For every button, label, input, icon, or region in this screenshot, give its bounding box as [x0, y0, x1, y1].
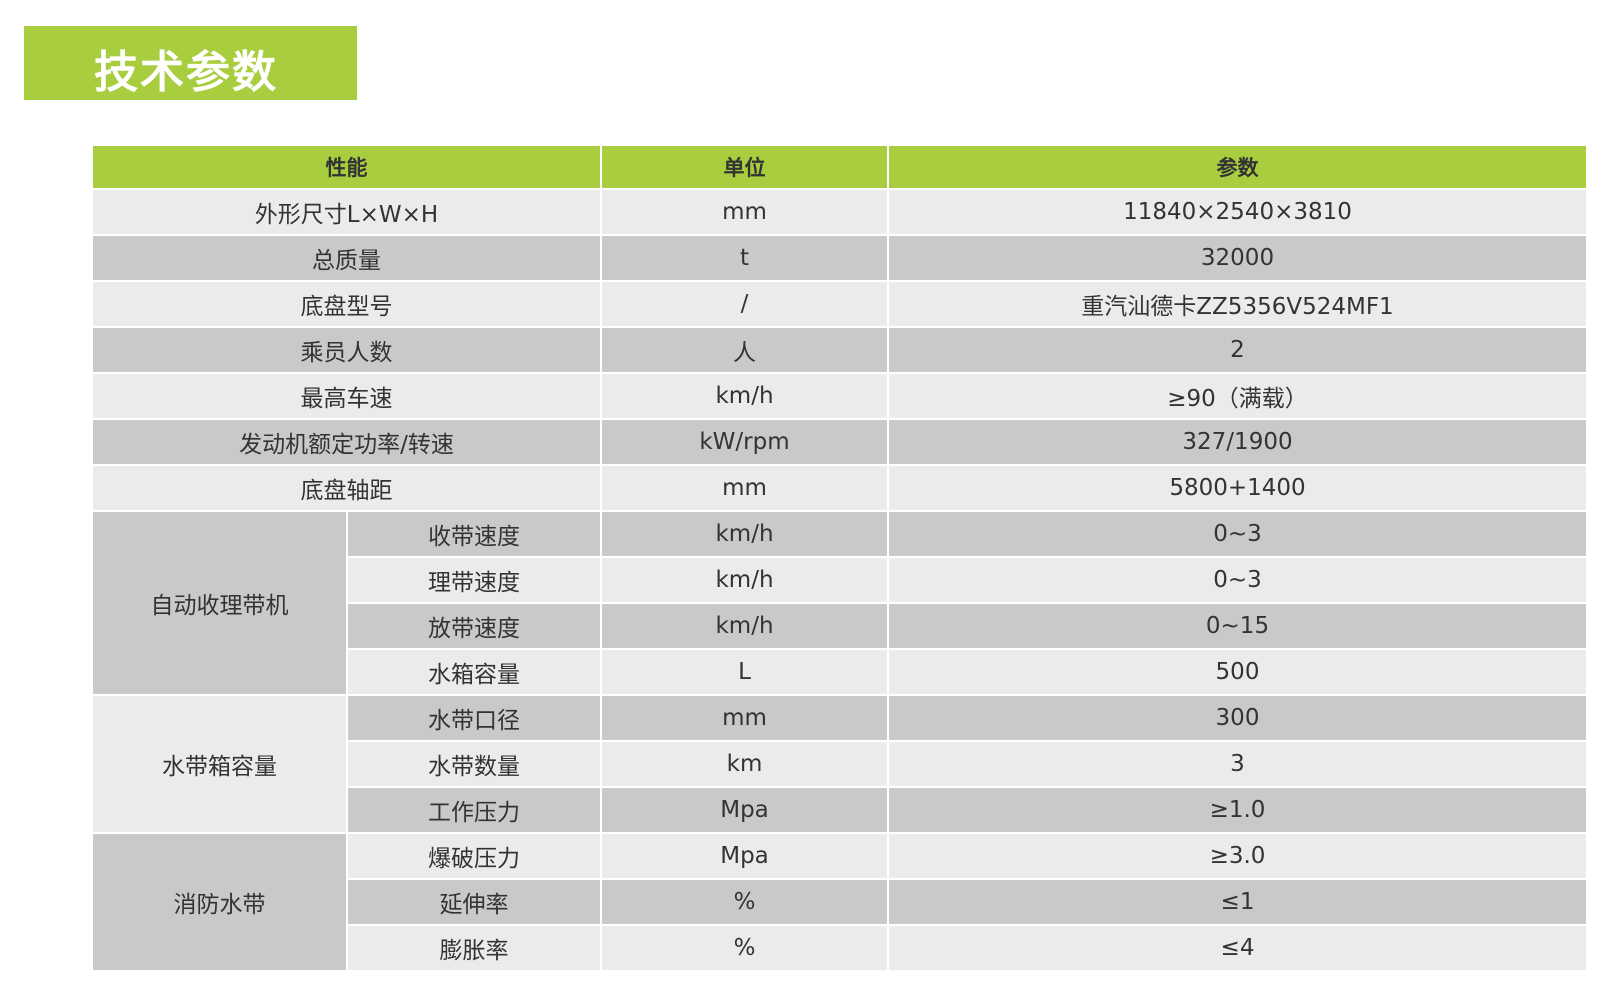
row-unit: t: [602, 236, 887, 280]
row-unit: Mpa: [602, 788, 887, 832]
table-row: 最高车速 km/h ≥90（满载）: [93, 374, 1586, 418]
table-row: 发动机额定功率/转速 kW/rpm 327/1900: [93, 420, 1586, 464]
row-name: 乘员人数: [93, 328, 600, 372]
table-row: 底盘型号 / 重汽汕德卡ZZ5356V524MF1: [93, 282, 1586, 326]
row-value: ≤4: [889, 926, 1586, 970]
row-name: 水箱容量: [348, 650, 600, 694]
row-name: 外形尺寸L×W×H: [93, 190, 600, 234]
table-row: 底盘轴距 mm 5800+1400: [93, 466, 1586, 510]
table-header: 性能 单位 参数: [93, 146, 1586, 188]
row-name: 膨胀率: [348, 926, 600, 970]
row-unit: mm: [602, 696, 887, 740]
row-value: 11840×2540×3810: [889, 190, 1586, 234]
row-unit: %: [602, 880, 887, 924]
row-unit: 人: [602, 328, 887, 372]
row-value: 300: [889, 696, 1586, 740]
row-unit: km/h: [602, 374, 887, 418]
group-name: 自动收理带机: [93, 512, 346, 694]
row-unit: km: [602, 742, 887, 786]
row-unit: L: [602, 650, 887, 694]
table-row: 乘员人数人 2: [93, 328, 1586, 372]
row-name: 工作压力: [348, 788, 600, 832]
row-name: 底盘轴距: [93, 466, 600, 510]
row-name: 发动机额定功率/转速: [93, 420, 600, 464]
row-unit: %: [602, 926, 887, 970]
row-value: ≥1.0: [889, 788, 1586, 832]
table-row: 外形尺寸L×W×H mm 11840×2540×3810: [93, 190, 1586, 234]
row-value: ≥3.0: [889, 834, 1586, 878]
table-row: 自动收理带机 收带速度 km/h 0~3: [93, 512, 1586, 694]
row-name: 理带速度: [348, 558, 600, 602]
row-value: 0~15: [889, 604, 1586, 648]
row-name: 水带口径: [348, 696, 600, 740]
row-value: 0~3: [889, 558, 1586, 602]
row-unit: /: [602, 282, 887, 326]
table-row: 放带速度 km/h 0~15: [93, 604, 1586, 648]
row-value: 32000: [889, 236, 1586, 280]
row-value: 500: [889, 650, 1586, 694]
table-row: 水带数量 km 3: [93, 742, 1586, 786]
row-value: 0~3: [889, 512, 1586, 556]
row-value: ≥90（满载）: [889, 374, 1586, 418]
group-name: 消防水带: [93, 834, 346, 970]
row-name: 水带数量: [348, 742, 600, 786]
row-unit: kW/rpm: [602, 420, 887, 464]
row-name: 总质量: [93, 236, 600, 280]
table-row: 工作压力 Mpa ≥1.0: [93, 788, 1586, 832]
spec-table: 性能 单位 参数 外形尺寸L×W×H mm 11840×2540×3810 总质量 t 3…: [91, 144, 1588, 972]
table-row: 水带箱容量 水带口径 mm 300: [93, 696, 1586, 832]
row-name: 爆破压力: [348, 834, 600, 878]
row-name: 最高车速: [93, 374, 600, 418]
group-name: 水带箱容量: [93, 696, 346, 832]
row-value: ≤1: [889, 880, 1586, 924]
row-unit: km/h: [602, 604, 887, 648]
row-unit: mm: [602, 466, 887, 510]
table-row: 水箱容量 L 500: [93, 650, 1586, 694]
row-value: 2: [889, 328, 1586, 372]
row-name: 延伸率: [348, 880, 600, 924]
row-value: 3: [889, 742, 1586, 786]
row-name: 收带速度: [348, 512, 600, 556]
row-unit: Mpa: [602, 834, 887, 878]
header-param: 参数: [889, 146, 1586, 188]
row-unit: mm: [602, 190, 887, 234]
table-row: 延伸率% ≤1: [93, 880, 1586, 924]
header-performance: 性能: [93, 146, 600, 188]
table-row: 总质量 t 32000: [93, 236, 1586, 280]
row-unit: km/h: [602, 512, 887, 556]
table-row: 膨胀率% ≤4: [93, 926, 1586, 970]
header-unit: 单位: [602, 146, 887, 188]
section-title-banner: 技术参数: [24, 26, 357, 100]
table-row: 消防水带 爆破压力 Mpa ≥3.0: [93, 834, 1586, 970]
row-value: 5800+1400: [889, 466, 1586, 510]
section-title: 技术参数: [94, 47, 278, 98]
row-value: 重汽汕德卡ZZ5356V524MF1: [889, 282, 1586, 326]
row-name: 放带速度: [348, 604, 600, 648]
row-value: 327/1900: [889, 420, 1586, 464]
table-row: 理带速度 km/h 0~3: [93, 558, 1586, 602]
row-unit: km/h: [602, 558, 887, 602]
row-name: 底盘型号: [93, 282, 600, 326]
